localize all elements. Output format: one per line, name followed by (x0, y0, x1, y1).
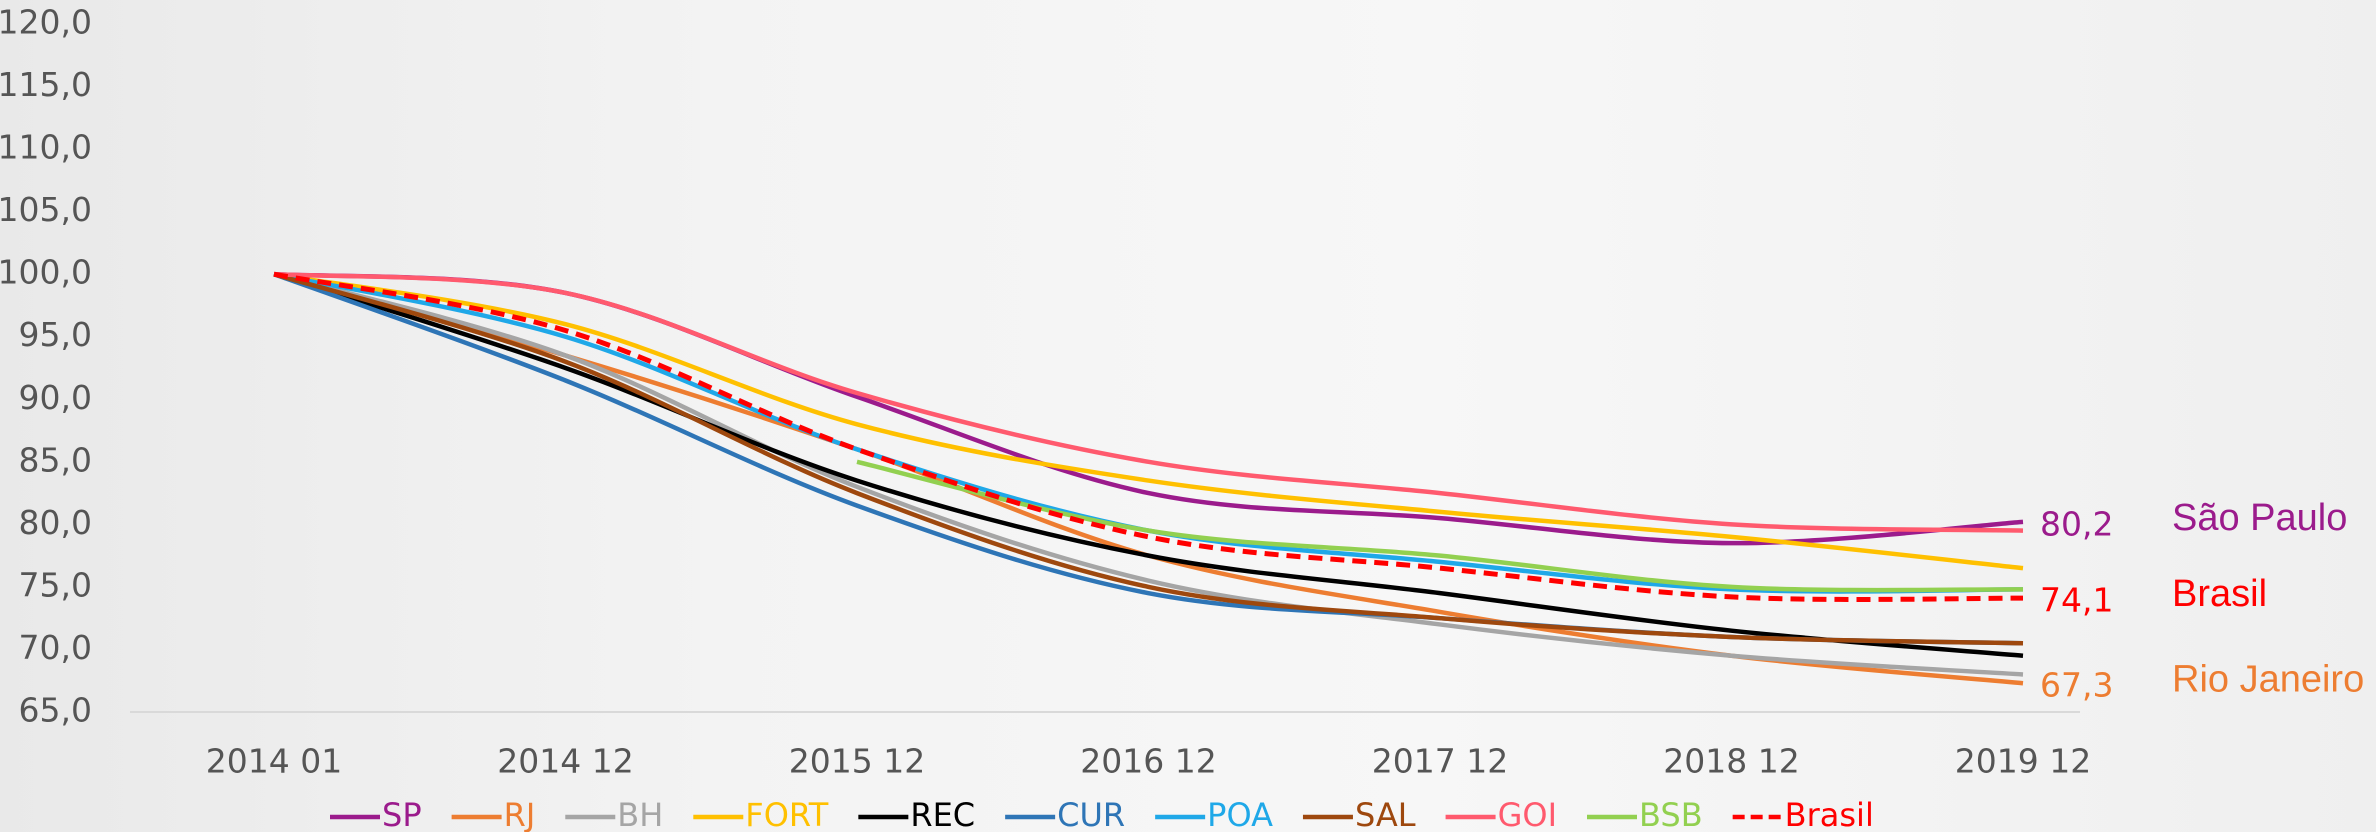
legend-label: SP (382, 796, 422, 832)
x-tick-label: 2018 12 (1663, 742, 1799, 781)
x-tick-label: 2014 12 (497, 742, 633, 781)
y-tick-label: 115,0 (0, 65, 92, 104)
series-line (273, 271, 2024, 602)
series-line (856, 459, 2024, 593)
x-tick-label: 2015 12 (789, 742, 925, 781)
value-label: 74,1 (2040, 581, 2113, 620)
series-line (273, 271, 2024, 533)
value-label: 67,3 (2040, 666, 2113, 705)
legend-label: POA (1207, 796, 1273, 832)
y-tick-label: 65,0 (19, 691, 92, 730)
series-line (273, 271, 2024, 571)
legend-label: FORT (745, 796, 829, 832)
series-line (273, 272, 2024, 677)
y-tick-label: 90,0 (19, 378, 92, 417)
series-line (273, 271, 2024, 546)
legend-label: BH (617, 796, 663, 832)
series-annotation: Rio Janeiro (2172, 658, 2364, 700)
y-tick-label: 120,0 (0, 3, 92, 42)
series-annotation: São Paulo (2172, 497, 2347, 539)
y-tick-label: 80,0 (19, 503, 92, 542)
y-tick-label: 100,0 (0, 253, 92, 292)
y-tick-label: 75,0 (19, 565, 92, 604)
x-tick-label: 2019 12 (1955, 742, 2091, 781)
y-tick-label: 85,0 (19, 440, 92, 479)
x-tick-label: 2014 01 (206, 742, 342, 781)
y-tick-label: 95,0 (19, 315, 92, 354)
legend-label: CUR (1057, 796, 1125, 832)
legend-label: GOI (1498, 796, 1557, 832)
x-tick-label: 2016 12 (1080, 742, 1216, 781)
series-line (273, 272, 2024, 658)
legend-label: SAL (1355, 796, 1416, 832)
x-tick-label: 2017 12 (1372, 742, 1508, 781)
series-annotation: Brasil (2172, 573, 2267, 615)
legend-label: REC (910, 796, 975, 832)
y-tick-label: 70,0 (19, 628, 92, 667)
y-tick-label: 110,0 (0, 128, 92, 167)
legend-label: Brasil (1785, 796, 1874, 832)
value-label: 80,2 (2040, 504, 2113, 543)
legend-label: RJ (504, 796, 536, 832)
series-line (273, 272, 2024, 646)
y-tick-label: 105,0 (0, 190, 92, 229)
legend-label: BSB (1639, 796, 1703, 832)
